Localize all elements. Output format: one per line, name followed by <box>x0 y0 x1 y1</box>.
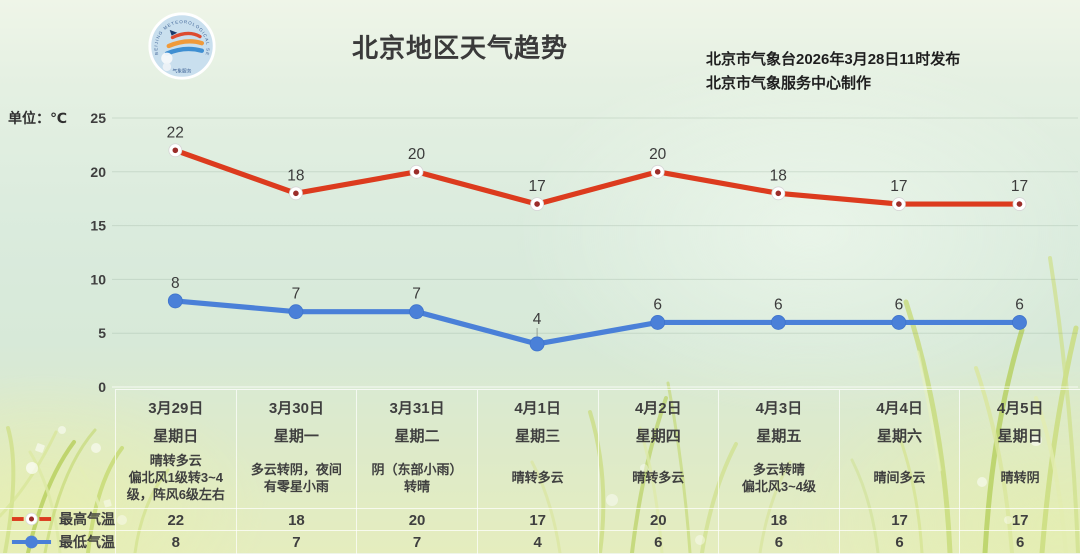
y-axis-tick: 15 <box>90 218 106 234</box>
data-point-label: 7 <box>292 286 301 303</box>
date-cell: 3月30日 <box>268 400 324 417</box>
weekday-cell: 星期四 <box>635 428 681 445</box>
weather-cell: 晴转多云 偏北风1级转3~4级，阵风6级左右 <box>126 453 225 502</box>
high-cell: 20 <box>408 511 426 529</box>
data-point-label: 6 <box>1015 296 1024 313</box>
date-cell: 4月2日 <box>634 400 682 417</box>
data-point-label: 17 <box>890 178 907 195</box>
date-cell: 4月1日 <box>514 400 562 417</box>
y-axis-tick: 25 <box>90 110 106 126</box>
issue-line-1: 北京市气象台2026年3月28日11时发布 <box>706 51 961 68</box>
data-point-label: 18 <box>287 167 304 184</box>
legend-max-temp: 最高气温 <box>0 508 115 530</box>
data-point-label: 6 <box>653 296 662 313</box>
date-cell: 4月4日 <box>876 400 923 417</box>
logo-bottom-text: 气象服务 <box>173 67 192 74</box>
weekday-cell: 星期二 <box>394 428 440 445</box>
low-cell: 6 <box>1016 534 1025 551</box>
weather-cell: 晴间多云 <box>873 470 926 486</box>
y-axis-tick: 10 <box>90 271 106 287</box>
data-point-label: 17 <box>528 178 545 195</box>
low-cell: 6 <box>895 534 904 551</box>
table-divider-middle <box>0 530 1080 531</box>
beijing-meteorological-service-logo: BEIJING METEOROLOGICAL SERVICE 气象服务 <box>146 11 216 80</box>
weekday-cell: 星期三 <box>515 428 561 445</box>
legend-min-temp: 最低气温 <box>0 530 115 553</box>
page-title: 北京地区天气趋势 <box>351 33 568 63</box>
weather-cell: 阴（东部小雨） 转晴 <box>371 461 463 494</box>
weekday-cell: 星期日 <box>997 428 1043 445</box>
date-cell: 3月31日 <box>389 400 445 417</box>
high-cell: 17 <box>891 511 908 529</box>
date-cell: 3月29日 <box>148 400 204 417</box>
high-cell: 22 <box>167 511 185 529</box>
min-dot <box>25 535 38 548</box>
weekday-cell: 星期一 <box>273 428 319 445</box>
max-temp-line <box>172 147 1023 207</box>
data-point-label: 18 <box>770 167 787 184</box>
forecast-column: 3月30日星期一多云转阴，夜间 有零星小雨 18 7 <box>235 390 357 554</box>
legend-max-temp-label: 最高气温 <box>59 511 115 527</box>
weather-cell: 多云转晴 偏北风3~4级 <box>741 461 816 494</box>
weekday-cell: 星期日 <box>153 428 199 445</box>
weather-cell: 晴转阴 <box>1000 470 1040 486</box>
data-point-label: 6 <box>895 296 904 313</box>
max-temp-legend-marker <box>11 512 52 526</box>
y-axis-tick: 5 <box>98 325 106 341</box>
min-temp-line <box>172 298 1023 347</box>
data-point-label: 17 <box>1011 178 1028 195</box>
data-point-label: 7 <box>412 286 421 303</box>
low-cell: 4 <box>533 534 542 551</box>
unit-label: 单位：℃ <box>8 110 67 126</box>
data-point-label: 4 <box>533 311 542 328</box>
weekday-cell: 星期五 <box>756 428 802 445</box>
low-cell: 7 <box>292 534 301 551</box>
table-divider-top <box>0 508 1080 509</box>
low-cell: 8 <box>171 534 180 551</box>
date-cell: 4月3日 <box>755 400 803 417</box>
data-point-label: 22 <box>167 124 184 141</box>
min-temp-legend-marker <box>11 535 52 548</box>
weather-cell: 多云转阴，夜间 有零星小雨 <box>250 461 342 494</box>
legend-min-temp-label: 最低气温 <box>59 533 115 550</box>
low-cell: 6 <box>654 534 663 551</box>
high-cell: 18 <box>770 511 788 529</box>
low-cell: 7 <box>412 534 422 551</box>
y-axis-tick: 0 <box>98 379 106 395</box>
weather-cell: 晴转多云 <box>511 470 564 486</box>
issue-info: 北京市气象台2026年3月28日11时发布 北京市气象服务中心制作 <box>706 48 960 96</box>
date-cell: 4月5日 <box>996 400 1044 417</box>
issue-line-2: 北京市气象服务中心制作 <box>706 75 872 92</box>
data-point-label: 20 <box>408 146 426 163</box>
high-cell: 20 <box>649 511 667 529</box>
data-point-label: 20 <box>649 146 667 163</box>
dove-icon <box>169 29 178 36</box>
data-point-label: 8 <box>171 275 180 292</box>
data-point-label: 6 <box>774 296 783 313</box>
high-cell: 18 <box>288 511 305 529</box>
weekday-cell: 星期六 <box>877 428 923 445</box>
weather-cell: 晴转多云 <box>632 470 685 486</box>
low-cell: 6 <box>774 534 784 551</box>
high-cell: 17 <box>1011 511 1029 529</box>
high-cell: 17 <box>529 511 547 529</box>
forecast-column: 3月31日星期二阴（东部小雨） 转晴 20 7 <box>356 390 477 554</box>
y-axis-tick: 20 <box>90 164 106 180</box>
